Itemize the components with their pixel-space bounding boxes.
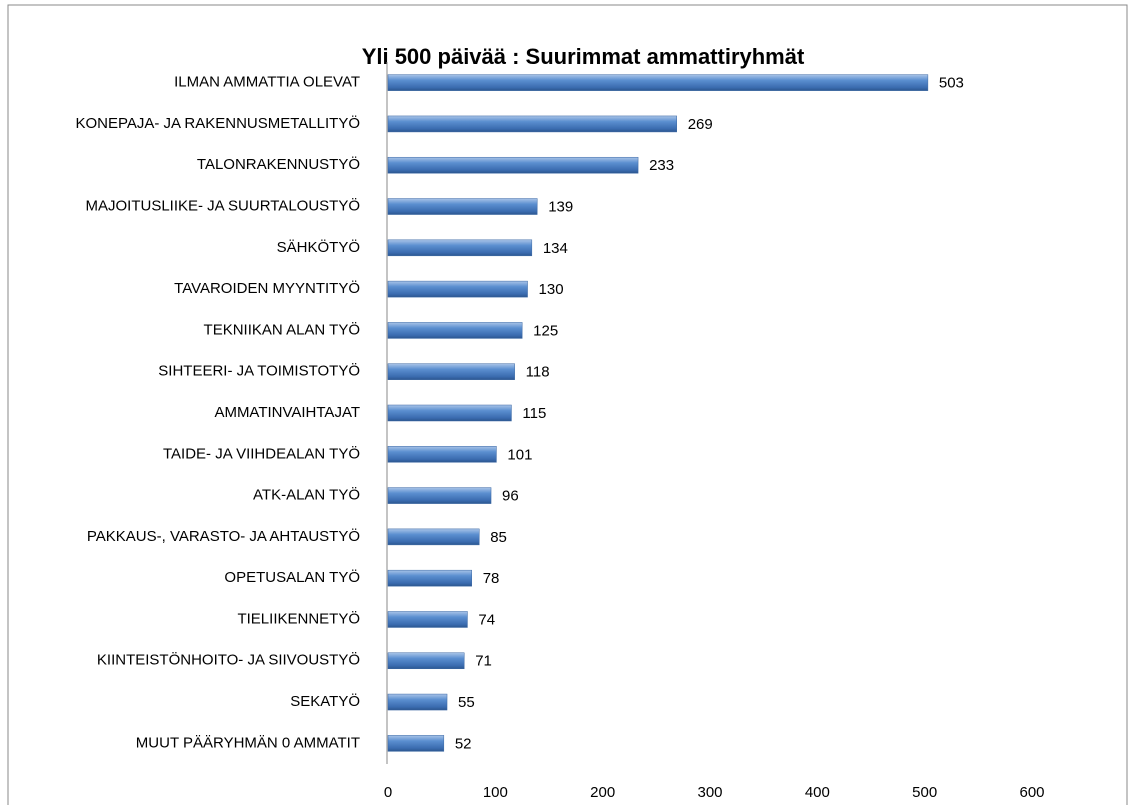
- y-tick-label: KONEPAJA- JA RAKENNUSMETALLITYÖ: [75, 114, 360, 132]
- value-label: 71: [475, 653, 492, 670]
- chart-title: Yli 500 päivää : Suurimmat ammattiryhmät: [362, 44, 805, 69]
- bar: [387, 322, 523, 339]
- y-tick-label: AMMATINVAIHTAJAT: [214, 404, 360, 421]
- value-label: 233: [649, 157, 674, 174]
- y-tick-label: SIHTEERI- JA TOIMISTOTYÖ: [158, 362, 360, 380]
- bar: [387, 198, 538, 215]
- value-label: 55: [458, 694, 475, 711]
- bar: [387, 611, 468, 628]
- bar: [387, 115, 677, 133]
- y-tick-label: SÄHKÖTYÖ: [277, 238, 360, 256]
- value-label: 85: [490, 529, 507, 546]
- y-tick-label: TAVAROIDEN MYYNTITYÖ: [174, 279, 360, 297]
- x-tick-label: 100: [483, 784, 508, 801]
- bar: [387, 446, 497, 463]
- bar: [387, 487, 492, 504]
- y-tick-label: OPETUSALAN TYÖ: [224, 568, 360, 586]
- bar: [387, 404, 512, 422]
- value-label: 269: [688, 116, 713, 133]
- value-label: 139: [548, 198, 573, 215]
- value-label: 503: [939, 75, 964, 92]
- value-label: 96: [502, 488, 519, 505]
- bar: [387, 363, 515, 380]
- bar: [387, 528, 480, 546]
- value-label: 101: [507, 446, 532, 463]
- bar: [387, 74, 929, 91]
- value-label: 118: [526, 364, 550, 381]
- y-tick-label: MAJOITUSLIIKE- JA SUURTALOUSTYÖ: [86, 196, 361, 214]
- bar: [387, 693, 448, 711]
- bar: [387, 239, 533, 257]
- y-tick-label: TIELIIKENNETYÖ: [237, 609, 360, 627]
- x-tick-label: 500: [912, 784, 937, 801]
- value-label: 115: [522, 405, 546, 422]
- y-tick-label: MUUT PÄÄRYHMÄN 0 AMMATIT: [136, 734, 360, 751]
- bar: [387, 735, 445, 752]
- bar: [387, 569, 472, 587]
- bar: [387, 652, 465, 670]
- y-tick-label: ATK-ALAN TYÖ: [253, 486, 360, 504]
- bar: [387, 156, 639, 174]
- y-tick-label: TAIDE- JA VIIHDEALAN TYÖ: [163, 444, 360, 462]
- y-tick-label: PAKKAUS-, VARASTO- JA AHTAUSTYÖ: [87, 527, 360, 545]
- x-tick-label: 400: [805, 784, 830, 801]
- value-label: 130: [539, 281, 564, 298]
- x-tick-label: 0: [384, 784, 392, 801]
- y-tick-label: KIINTEISTÖNHOITO- JA SIIVOUSTYÖ: [97, 651, 360, 669]
- x-tick-label: 600: [1019, 784, 1044, 801]
- value-label: 134: [543, 240, 568, 257]
- y-tick-label: SEKATYÖ: [290, 692, 360, 710]
- value-label: 74: [478, 611, 495, 628]
- y-tick-label: TALONRAKENNUSTYÖ: [197, 155, 360, 173]
- value-label: 78: [483, 570, 500, 587]
- value-label: 125: [533, 322, 558, 339]
- y-tick-label: ILMAN AMMATTIA OLEVAT: [174, 74, 360, 91]
- x-tick-label: 300: [697, 784, 722, 801]
- y-tick-label: TEKNIIKAN ALAN TYÖ: [204, 320, 360, 338]
- bar: [387, 280, 528, 298]
- x-tick-label: 200: [590, 784, 615, 801]
- chart-frame: [7, 4, 1128, 805]
- value-label: 52: [455, 735, 472, 752]
